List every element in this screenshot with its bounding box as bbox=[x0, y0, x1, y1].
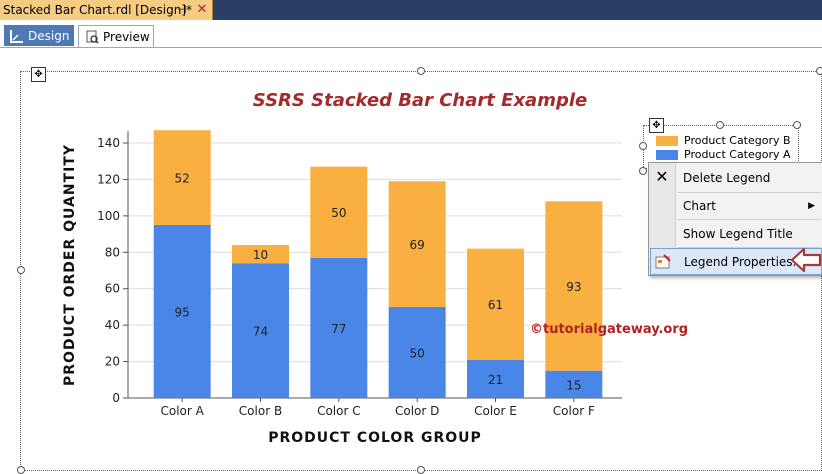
bar-segment bbox=[545, 201, 603, 371]
data-label: 69 bbox=[410, 238, 425, 252]
close-icon[interactable]: ✕ bbox=[196, 2, 208, 17]
y-tick-label: 0 bbox=[112, 391, 120, 405]
bar-segment bbox=[388, 306, 446, 398]
selection-handle[interactable] bbox=[816, 67, 822, 75]
bar-segment bbox=[232, 245, 289, 264]
bar-segment bbox=[232, 263, 289, 398]
x-tick-label: Color A bbox=[160, 404, 204, 418]
pin-icon[interactable]: ⊣ bbox=[177, 3, 187, 16]
legend-selection-handle[interactable] bbox=[639, 142, 647, 150]
legend-label: Product Category A bbox=[684, 148, 791, 161]
x-tick-label: Color E bbox=[474, 404, 517, 418]
data-label: 61 bbox=[488, 298, 503, 312]
x-tick-label: Color F bbox=[553, 404, 595, 418]
y-tick-label: 100 bbox=[97, 209, 120, 223]
legend-selection-handle[interactable] bbox=[639, 167, 647, 175]
design-ruler-icon bbox=[10, 29, 23, 43]
data-label: 50 bbox=[410, 346, 425, 360]
data-label: 95 bbox=[175, 305, 190, 319]
tab-design[interactable]: Design bbox=[4, 25, 74, 46]
document-tab-strip: Stacked Bar Chart.rdl [Design]* ⊣ ✕ bbox=[0, 0, 822, 20]
document-tab-title: Stacked Bar Chart.rdl [Design]* bbox=[3, 3, 193, 17]
legend-selection-handle[interactable] bbox=[793, 121, 801, 129]
delete-x-icon: ✕ bbox=[655, 167, 669, 186]
legend-item: Product Category B bbox=[656, 134, 791, 147]
bar-segment bbox=[153, 130, 211, 225]
y-tick-label: 120 bbox=[97, 172, 120, 186]
data-label: 15 bbox=[566, 378, 581, 392]
document-tab[interactable]: Stacked Bar Chart.rdl [Design]* ⊣ ✕ bbox=[0, 0, 213, 20]
bar-segment bbox=[153, 224, 211, 398]
selection-handle[interactable] bbox=[17, 266, 25, 274]
legend-properties-icon bbox=[655, 254, 671, 269]
tab-preview-label: Preview bbox=[103, 29, 150, 44]
menu-separator bbox=[677, 247, 821, 248]
legend-swatch bbox=[656, 135, 678, 146]
data-label: 52 bbox=[175, 172, 190, 186]
menu-separator bbox=[677, 219, 821, 220]
bar-segment bbox=[545, 370, 603, 398]
preview-icon bbox=[86, 30, 99, 44]
data-label: 74 bbox=[253, 325, 268, 339]
y-tick-label: 20 bbox=[105, 355, 120, 369]
bar-segment bbox=[467, 359, 524, 398]
x-tick-label: Color D bbox=[395, 404, 439, 418]
legend-label: Product Category B bbox=[684, 134, 791, 147]
tab-design-label: Design bbox=[28, 28, 70, 43]
view-tabs: Design Preview bbox=[0, 20, 822, 48]
y-tick-label: 60 bbox=[105, 282, 120, 296]
move-handle-icon[interactable]: ✥ bbox=[31, 67, 46, 82]
callout-arrow-icon bbox=[790, 247, 822, 273]
y-tick-label: 40 bbox=[105, 318, 120, 332]
legend-swatch bbox=[656, 149, 678, 160]
selection-handle[interactable] bbox=[417, 67, 425, 75]
menu-item-delete-legend[interactable]: ✕ Delete Legend bbox=[655, 167, 771, 186]
bar-segment bbox=[388, 181, 446, 307]
submenu-arrow-icon: ▶ bbox=[808, 200, 815, 211]
menu-separator bbox=[677, 192, 821, 193]
bar-segment bbox=[310, 166, 368, 258]
chart-legend[interactable]: Product Category B Product Category A bbox=[643, 125, 799, 169]
chart-title[interactable]: SSRS Stacked Bar Chart Example bbox=[252, 90, 588, 111]
menu-item-show-legend-title[interactable]: Show Legend Title bbox=[683, 226, 793, 241]
menu-item-chart[interactable]: Chart ▶ bbox=[683, 198, 815, 213]
watermark-text: ©tutorialgateway.org bbox=[530, 322, 689, 337]
bar-segment bbox=[467, 248, 524, 360]
legend-item: Product Category A bbox=[656, 148, 791, 161]
tab-preview[interactable]: Preview bbox=[78, 25, 154, 47]
x-tick-label: Color B bbox=[239, 404, 282, 418]
legend-move-handle-icon[interactable]: ✥ bbox=[649, 118, 664, 133]
bar-segment bbox=[310, 257, 368, 398]
legend-selection-handle[interactable] bbox=[716, 121, 724, 129]
context-menu: ✕ Delete Legend Chart ▶ Show Legend Titl… bbox=[648, 162, 822, 276]
y-tick-label: 140 bbox=[97, 136, 120, 150]
data-label: 93 bbox=[566, 280, 581, 294]
data-label: 10 bbox=[253, 248, 268, 262]
x-tick-label: Color C bbox=[317, 404, 361, 418]
data-label: 77 bbox=[331, 322, 346, 336]
x-axis-title[interactable]: PRODUCT COLOR GROUP bbox=[268, 430, 482, 446]
data-label: 21 bbox=[488, 373, 503, 387]
data-label: 50 bbox=[331, 206, 346, 220]
y-tick-label: 80 bbox=[105, 245, 120, 259]
